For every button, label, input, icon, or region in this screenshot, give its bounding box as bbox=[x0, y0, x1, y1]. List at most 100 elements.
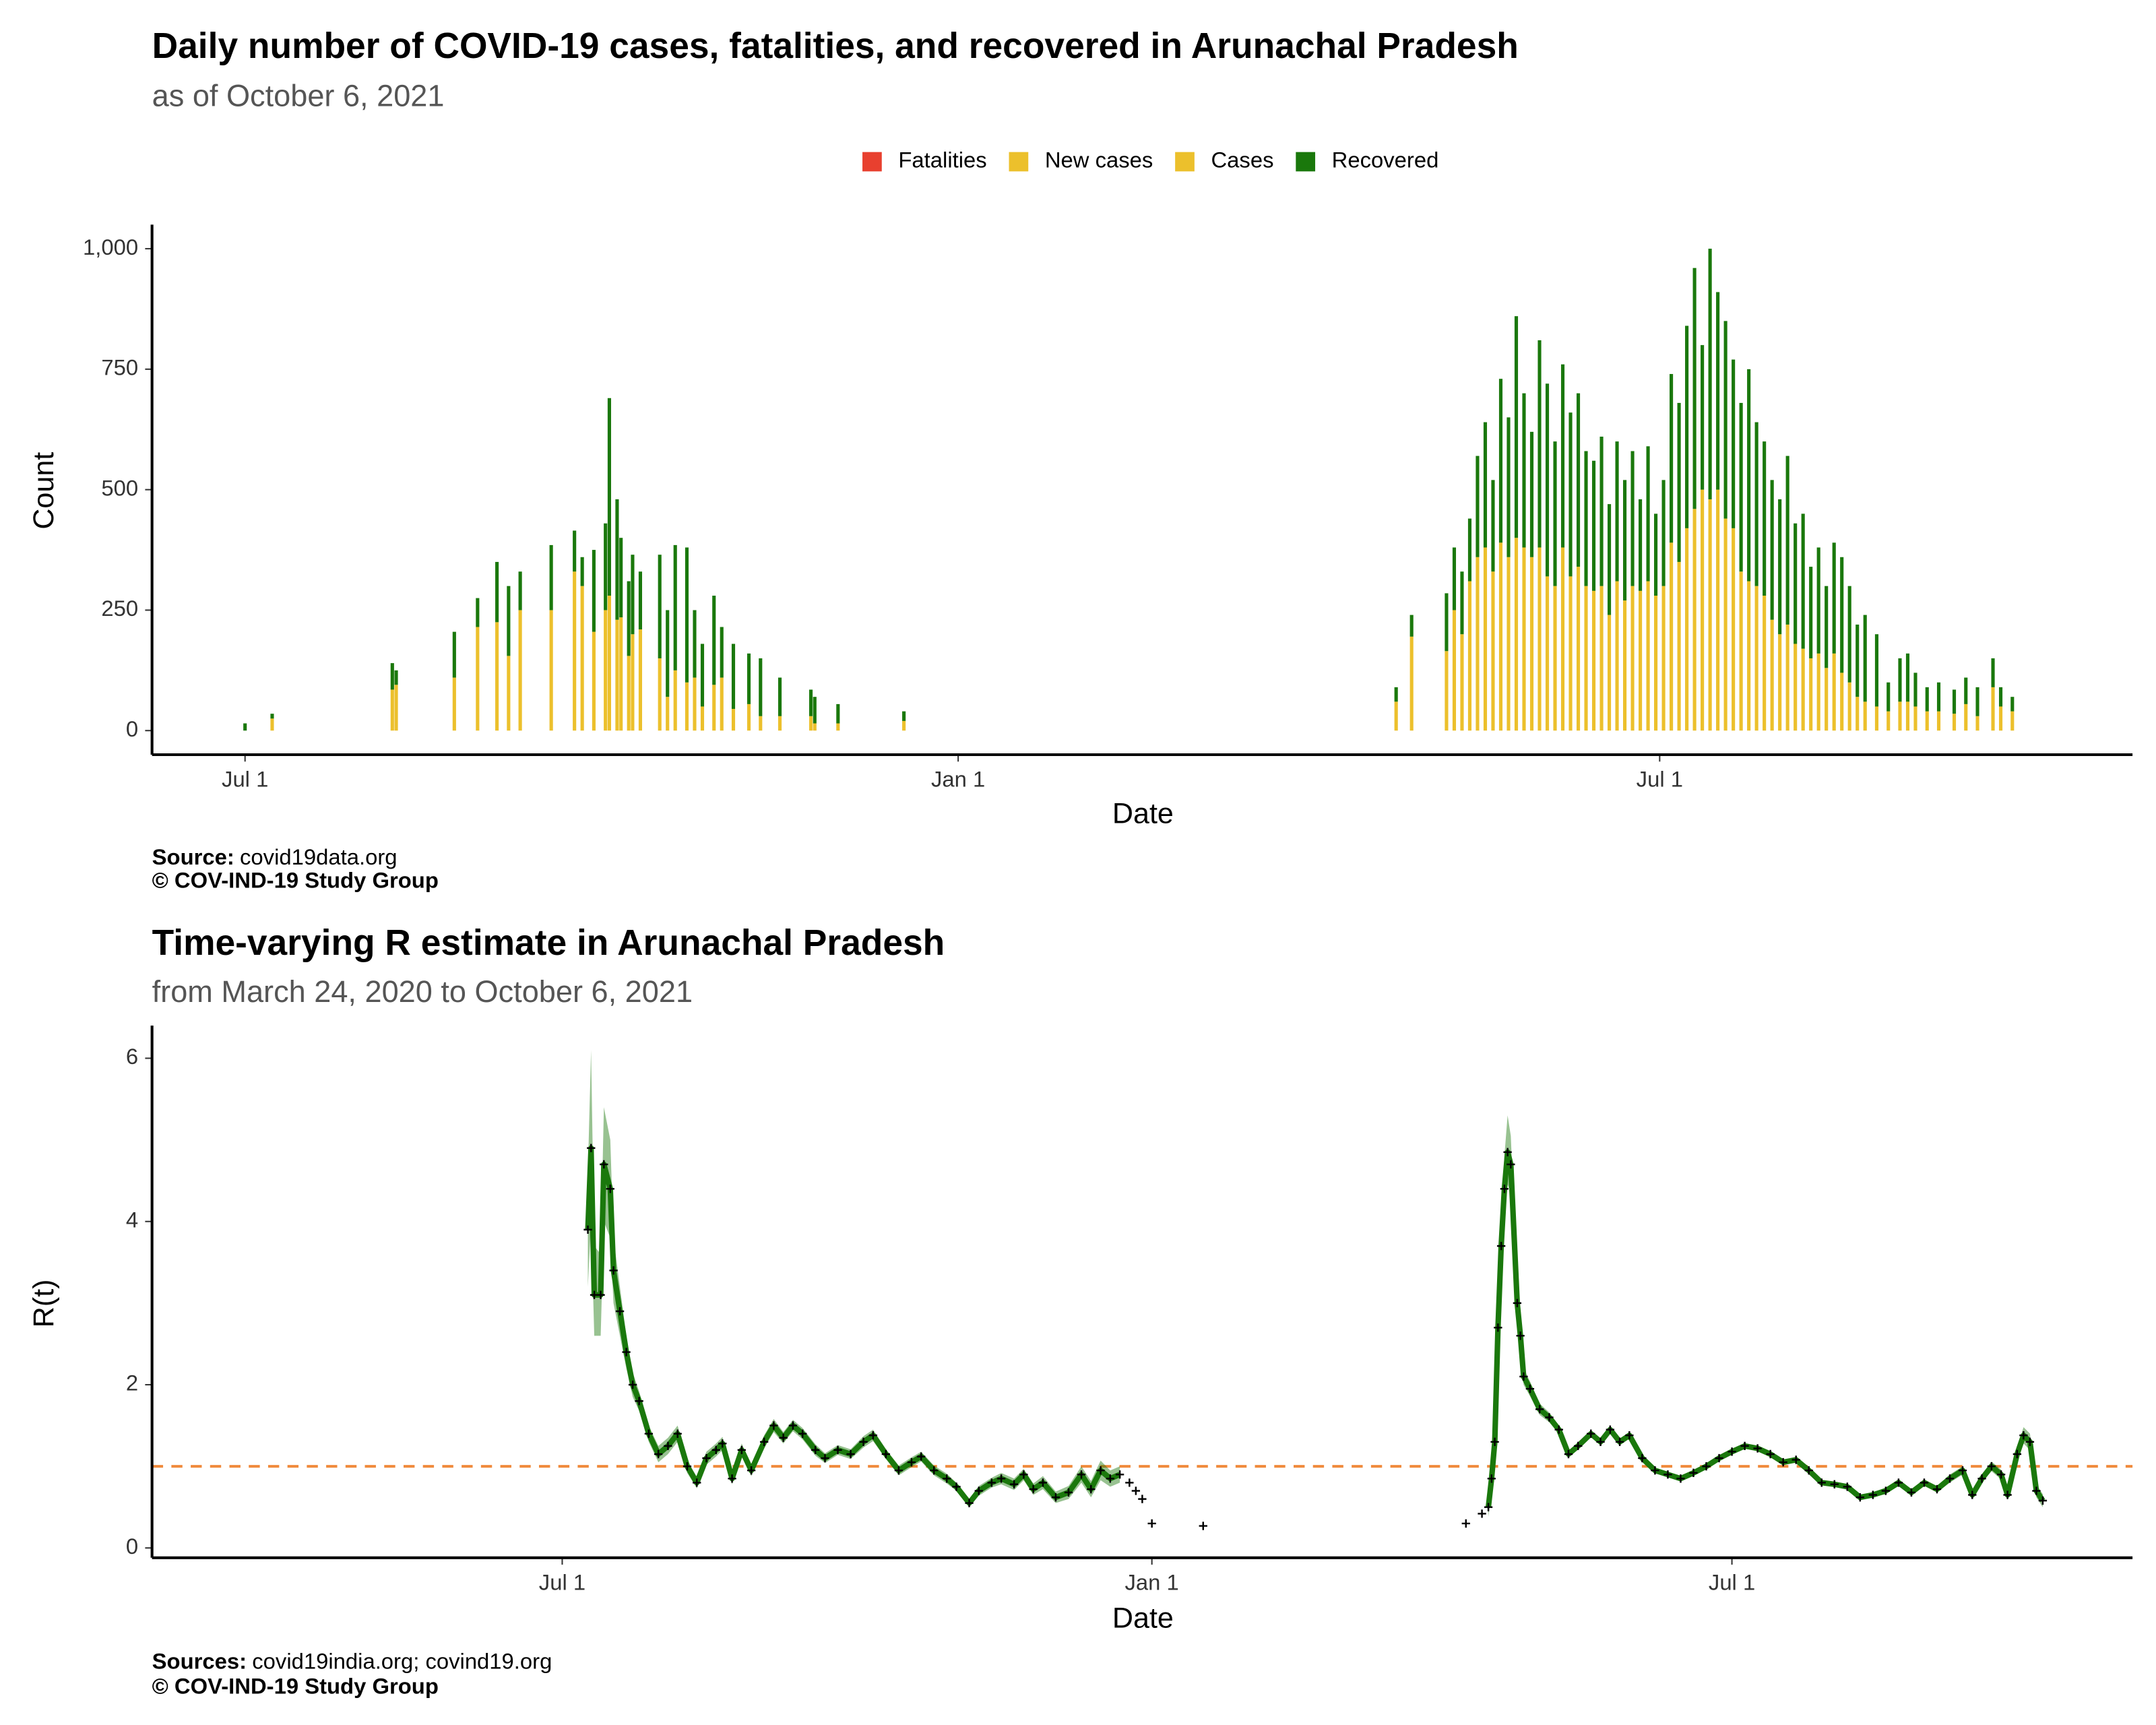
bar bbox=[1607, 615, 1612, 731]
point bbox=[833, 1445, 842, 1455]
point bbox=[1817, 1478, 1826, 1487]
point bbox=[1503, 1148, 1512, 1156]
bar bbox=[685, 682, 689, 731]
y-tick-label: 1,000 bbox=[83, 234, 138, 259]
bar bbox=[638, 571, 643, 630]
point bbox=[1843, 1482, 1851, 1491]
bar bbox=[1394, 701, 1398, 731]
bar bbox=[390, 689, 394, 731]
legend-label: Cases bbox=[1211, 148, 1273, 172]
point bbox=[881, 1449, 891, 1459]
point bbox=[894, 1466, 903, 1475]
point bbox=[635, 1397, 643, 1406]
bar bbox=[731, 644, 736, 710]
y-tick-label: 500 bbox=[101, 475, 138, 500]
point bbox=[2032, 1486, 2041, 1495]
point bbox=[1958, 1466, 1967, 1475]
bar bbox=[1394, 687, 1398, 702]
bar bbox=[638, 629, 643, 731]
point bbox=[596, 1290, 605, 1299]
point bbox=[2038, 1496, 2048, 1505]
chart-title: Time-varying R estimate in Arunachal Pra… bbox=[152, 923, 945, 963]
y-tick-label: 6 bbox=[126, 1044, 138, 1069]
bar bbox=[1964, 703, 1968, 731]
bar bbox=[1778, 634, 1782, 731]
bar bbox=[1514, 316, 1519, 538]
bar bbox=[1409, 615, 1414, 637]
point bbox=[1554, 1425, 1563, 1434]
bar bbox=[1560, 364, 1565, 548]
bar bbox=[759, 716, 763, 731]
bar bbox=[1825, 668, 1829, 731]
bar bbox=[1964, 677, 1968, 704]
bar bbox=[902, 720, 906, 731]
bar bbox=[1445, 593, 1449, 652]
bar bbox=[1591, 590, 1596, 731]
point bbox=[1138, 1495, 1147, 1503]
bar bbox=[476, 598, 480, 627]
point bbox=[1792, 1455, 1800, 1464]
bar bbox=[1991, 687, 1995, 731]
x-axis-title: Date bbox=[1112, 1602, 1174, 1634]
point bbox=[1096, 1466, 1105, 1475]
bar bbox=[1936, 682, 1941, 712]
point bbox=[1606, 1425, 1614, 1434]
legend-swatch bbox=[1296, 152, 1316, 172]
point bbox=[859, 1437, 868, 1446]
y-tick-label: 2 bbox=[126, 1371, 138, 1395]
bar bbox=[1770, 480, 1774, 620]
bar bbox=[573, 571, 577, 731]
y-tick-label: 250 bbox=[101, 596, 138, 621]
point bbox=[821, 1453, 829, 1463]
point bbox=[759, 1437, 769, 1446]
bar bbox=[1739, 402, 1743, 572]
y-tick-label: 0 bbox=[126, 716, 138, 741]
bar bbox=[1591, 460, 1596, 591]
y-tick-label: 4 bbox=[126, 1207, 138, 1232]
point bbox=[788, 1421, 798, 1430]
bar bbox=[1553, 441, 1557, 586]
bar bbox=[685, 547, 689, 683]
point bbox=[1106, 1474, 1114, 1483]
point bbox=[583, 1225, 592, 1234]
bar bbox=[808, 689, 813, 716]
bar bbox=[1529, 557, 1534, 731]
bar bbox=[1661, 480, 1666, 586]
chart-title: Daily number of COVID-19 cases, fataliti… bbox=[152, 26, 1519, 66]
point bbox=[664, 1441, 672, 1450]
bar bbox=[1913, 706, 1917, 731]
point bbox=[1663, 1470, 1672, 1479]
bar bbox=[1840, 557, 1844, 673]
point bbox=[1715, 1453, 1723, 1463]
bar bbox=[1801, 648, 1805, 731]
bar bbox=[1847, 586, 1851, 683]
bar bbox=[1568, 576, 1573, 731]
bar bbox=[452, 677, 456, 731]
point bbox=[702, 1453, 711, 1463]
bar bbox=[836, 703, 840, 724]
bar bbox=[700, 644, 705, 707]
bar bbox=[2010, 697, 2015, 712]
point bbox=[1487, 1474, 1496, 1483]
bar bbox=[720, 627, 724, 678]
x-tick-label: Jul 1 bbox=[222, 767, 268, 792]
bar bbox=[1514, 538, 1519, 731]
bar bbox=[1670, 374, 1674, 543]
point bbox=[907, 1457, 916, 1467]
bar bbox=[1483, 547, 1488, 731]
bar bbox=[747, 653, 751, 704]
bar bbox=[1685, 528, 1689, 731]
bar bbox=[1739, 571, 1743, 731]
bar bbox=[1825, 586, 1829, 668]
point bbox=[1147, 1519, 1156, 1528]
y-tick-label: 750 bbox=[101, 355, 138, 380]
bar bbox=[619, 617, 623, 731]
bar bbox=[1661, 586, 1666, 731]
bar bbox=[666, 610, 670, 697]
bar bbox=[1952, 714, 1957, 731]
bar bbox=[507, 586, 511, 656]
bar bbox=[1654, 596, 1658, 731]
bar bbox=[1507, 417, 1511, 557]
bar bbox=[1460, 571, 1464, 635]
